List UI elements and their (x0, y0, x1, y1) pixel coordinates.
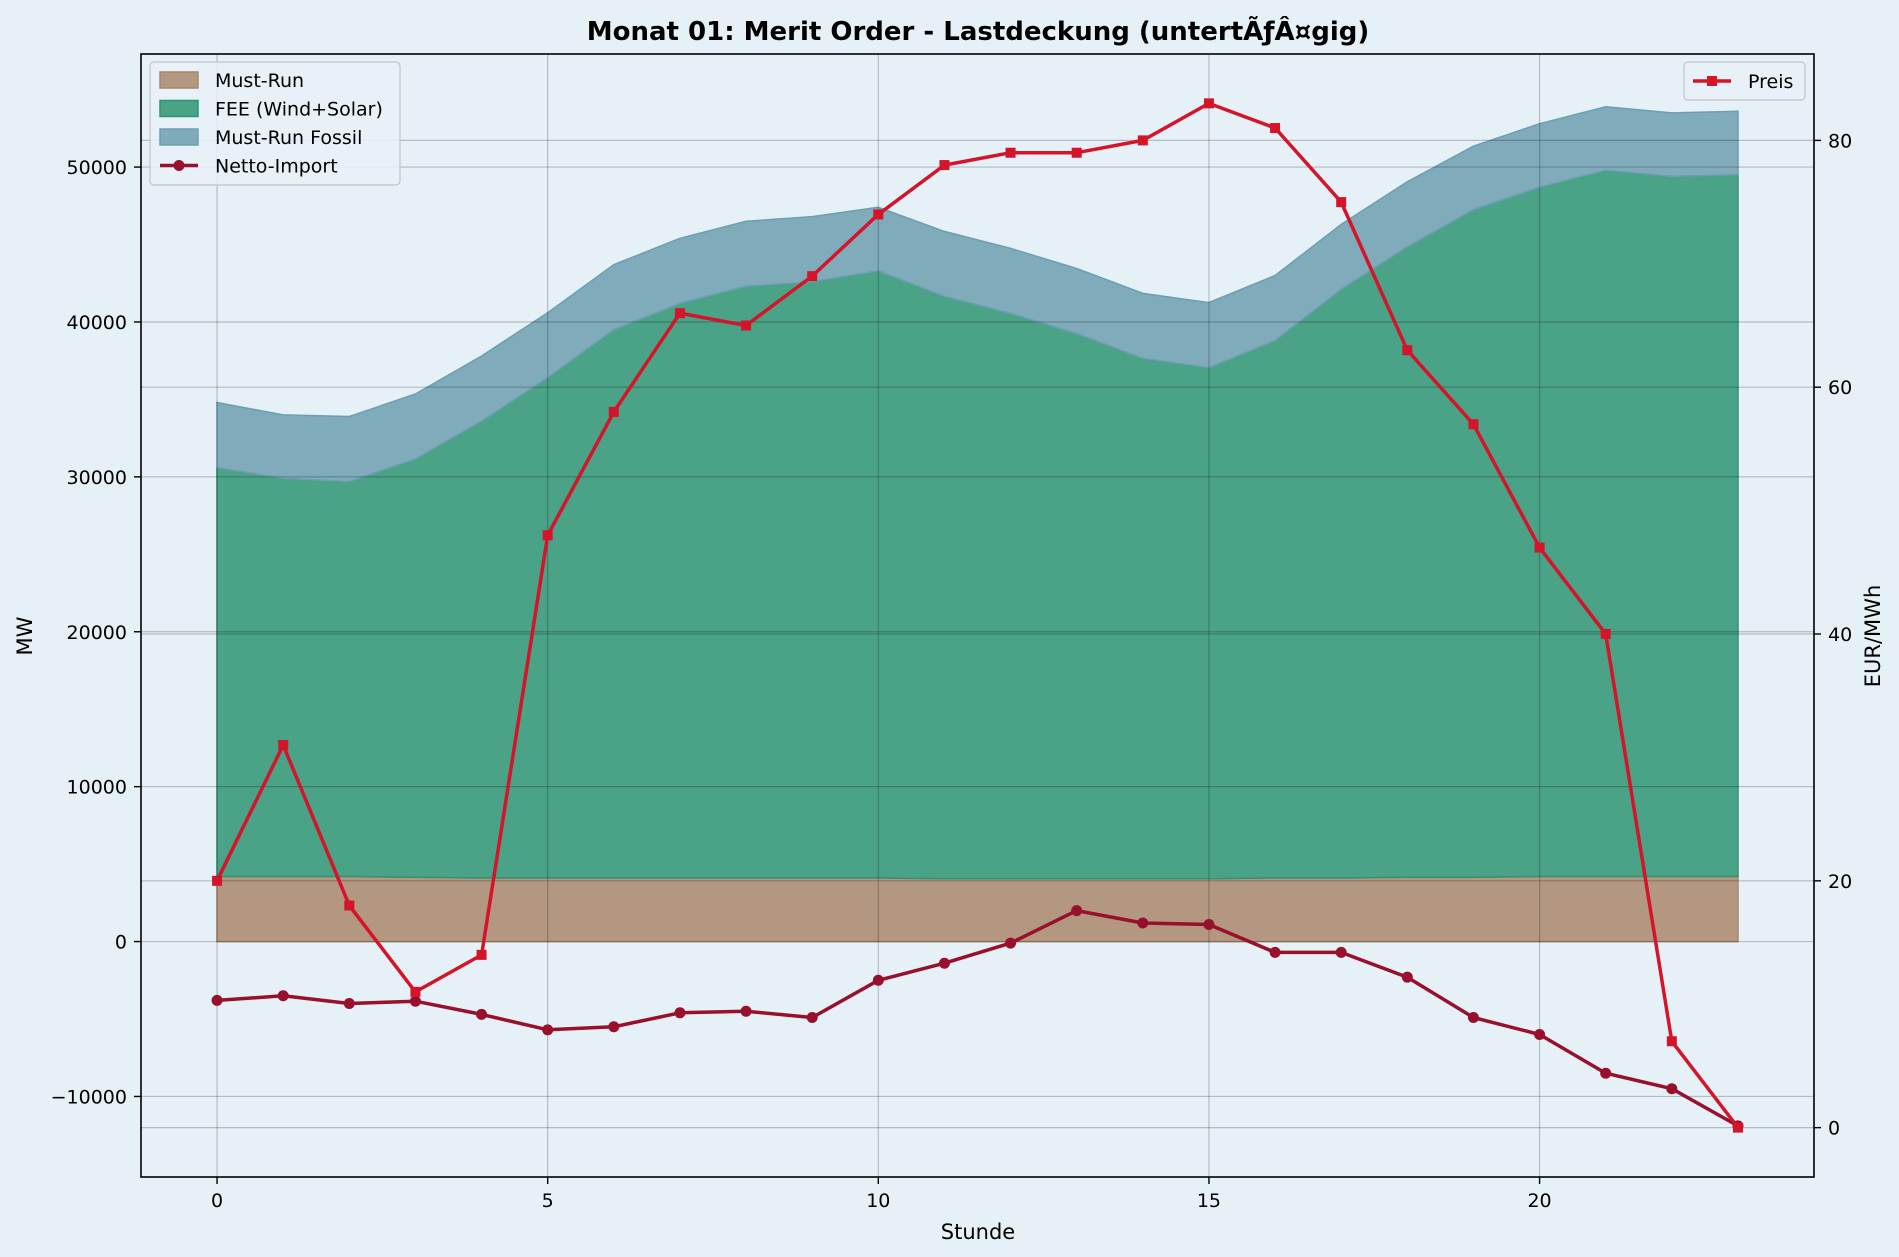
chart-title: Monat 01: Merit Order - Lastdeckung (unt… (587, 15, 1370, 47)
point-preis (741, 320, 752, 331)
point-preis (476, 949, 487, 960)
point-preis (807, 271, 818, 282)
area-must-run-fossil (216, 105, 1739, 483)
x-tick-label: 15 (1197, 1190, 1221, 1212)
y-tick-label: 30000 (67, 467, 127, 489)
y2-tick-label: 0 (1828, 1118, 1840, 1140)
point-netto-import (1335, 946, 1347, 958)
legend-label-fee-wind-solar-: FEE (Wind+Solar) (215, 99, 383, 121)
y-tick-label: 10000 (67, 777, 127, 799)
point-netto-import (872, 974, 884, 986)
point-netto-import (343, 998, 355, 1010)
point-preis (1270, 123, 1281, 134)
point-preis (542, 530, 553, 541)
y-tick-label: 40000 (67, 312, 127, 334)
point-preis (608, 406, 619, 417)
point-netto-import (1401, 971, 1413, 983)
legend-marker-preis (1707, 76, 1717, 86)
point-preis (1005, 147, 1016, 158)
point-netto-import (1666, 1083, 1678, 1095)
point-netto-import (806, 1011, 818, 1023)
x-tick-label: 10 (866, 1190, 890, 1212)
legend-right: Preis (1683, 61, 1806, 101)
y-tick-label: 50000 (67, 157, 127, 179)
y2-tick-label: 60 (1828, 377, 1852, 399)
point-netto-import (1600, 1067, 1612, 1079)
legend-label-netto-import: Netto-Import (215, 156, 338, 178)
point-preis (344, 900, 355, 911)
line-netto-import (216, 908, 1739, 1128)
legend-left-box (149, 61, 401, 186)
point-netto-import (674, 1007, 686, 1019)
point-preis (1534, 542, 1545, 553)
legend-label-must-run: Must-Run (215, 70, 304, 92)
point-netto-import (1203, 919, 1215, 931)
point-preis (873, 209, 884, 220)
point-netto-import (1467, 1011, 1479, 1023)
point-preis (1336, 197, 1347, 208)
point-netto-import (608, 1021, 620, 1033)
point-netto-import (1137, 917, 1149, 929)
legend-label-preis: Preis (1748, 71, 1793, 93)
point-netto-import (1005, 937, 1017, 949)
x-tick-label: 5 (542, 1190, 554, 1212)
x-tick-label: 0 (211, 1190, 223, 1212)
point-netto-import (409, 995, 421, 1007)
point-preis (1600, 629, 1611, 640)
legend-right-box (1683, 61, 1806, 101)
line-preis (215, 101, 1740, 1129)
y-tick-label: 0 (115, 932, 127, 954)
legend-left: Must-Run FEE (Wind+Solar) Must-Run Fossil N… (149, 61, 401, 186)
y-axis-title: MW (13, 616, 37, 655)
point-preis (278, 740, 289, 751)
y2-tick-label: 80 (1828, 130, 1852, 152)
point-netto-import (476, 1008, 488, 1020)
point-netto-import (1071, 905, 1083, 917)
point-preis (1666, 1036, 1677, 1047)
legend-marker-netto-import (173, 160, 185, 171)
point-preis (1732, 1122, 1743, 1133)
x-axis-title: Stunde (941, 1220, 1015, 1244)
point-netto-import (938, 957, 950, 969)
point-netto-import (211, 994, 223, 1006)
plot-area: 0 5 10 15 20 −10000 0 10000 20000 30000 40000 50000… (51, 53, 1852, 1212)
y2-tick-label: 20 (1828, 871, 1852, 893)
point-preis (1402, 345, 1413, 356)
point-netto-import (740, 1005, 752, 1017)
legend-label-must-run-fossil: Must-Run Fossil (215, 127, 362, 149)
point-preis (1071, 147, 1082, 158)
point-preis (1203, 98, 1214, 109)
y-tick-label: −10000 (51, 1086, 127, 1108)
point-preis (1137, 135, 1148, 146)
point-preis (1468, 419, 1479, 430)
y-tick-label: 20000 (67, 622, 127, 644)
point-preis (674, 308, 685, 319)
point-preis (410, 986, 421, 997)
point-netto-import (1534, 1028, 1546, 1040)
legend-swatch-must-run (159, 71, 199, 89)
point-netto-import (1269, 946, 1281, 958)
point-preis (212, 875, 223, 886)
y2-axis-title: EUR/MWh (1861, 585, 1885, 688)
legend-swatch-must-run-fossil (159, 128, 199, 146)
legend-swatch-fee-wind-solar- (159, 99, 199, 118)
y2-tick-label: 40 (1828, 624, 1852, 646)
point-netto-import (277, 990, 289, 1002)
x-tick-label: 20 (1527, 1190, 1551, 1212)
point-netto-import (542, 1024, 554, 1036)
area-must-run (216, 875, 1739, 943)
point-preis (939, 160, 950, 171)
plot-frame (140, 53, 1815, 1178)
